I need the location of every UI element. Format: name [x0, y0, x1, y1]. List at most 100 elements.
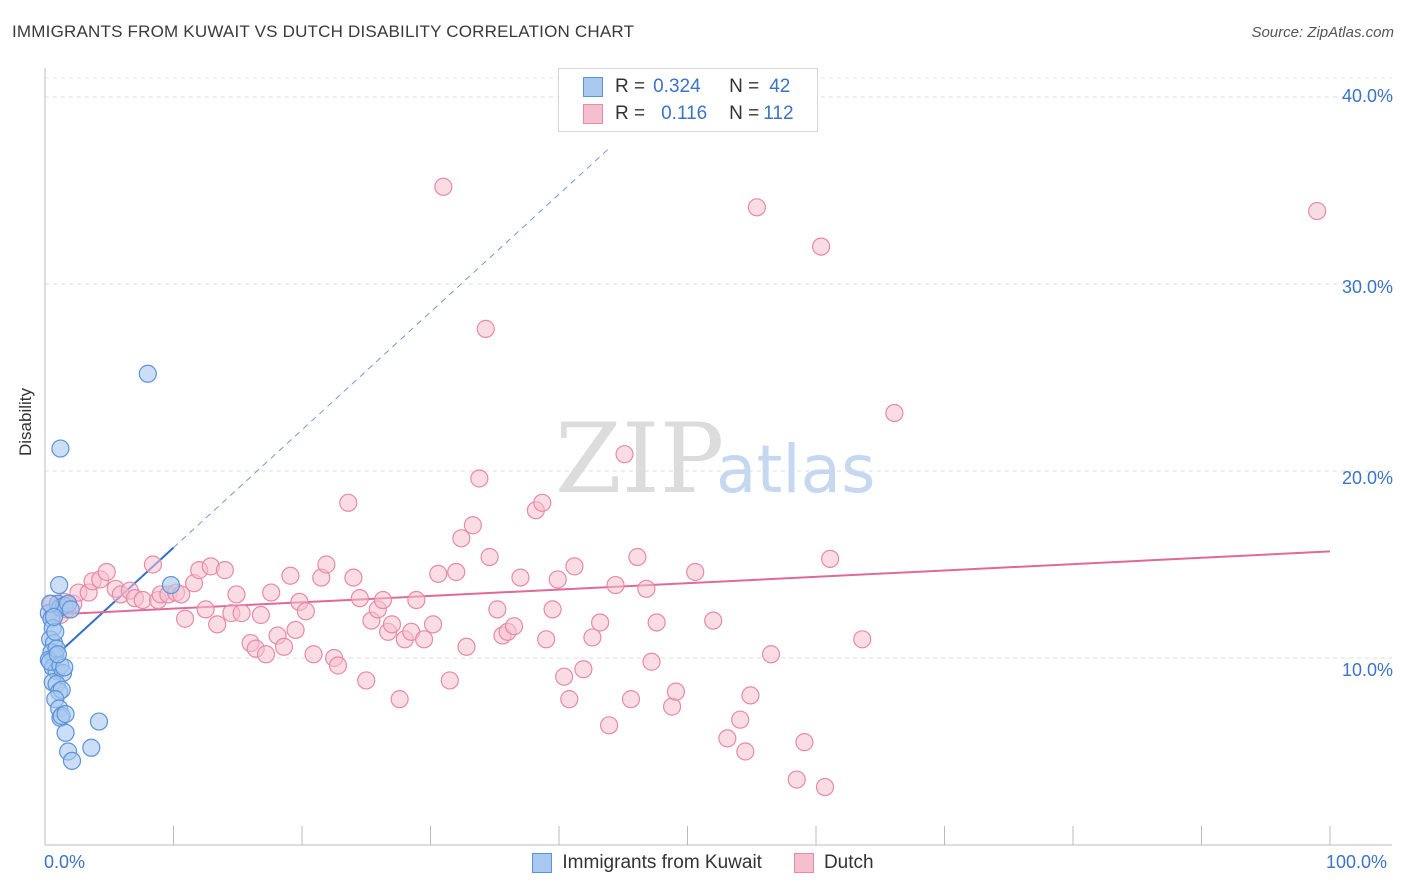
dutch-point — [647, 613, 666, 632]
watermark-zip: ZIP — [555, 403, 724, 515]
dutch-point — [357, 671, 376, 690]
dutch-point — [390, 690, 409, 709]
legend-item-kuwait[interactable]: Immigrants from Kuwait — [532, 852, 762, 874]
kuwait-point — [48, 645, 67, 664]
dutch-point — [600, 716, 619, 735]
dutch-point — [815, 777, 835, 797]
dutch-point — [642, 652, 661, 671]
dutch-point — [373, 590, 393, 610]
dutch-point — [434, 177, 453, 196]
dutch-point — [560, 690, 579, 709]
dutch-swatch — [583, 104, 603, 124]
legend-row-dutch: R = 0.116 N = 112 — [583, 102, 794, 126]
kuwait-point — [82, 738, 101, 757]
kuwait-point — [46, 622, 65, 641]
dutch-point — [741, 686, 760, 705]
dutch-point — [452, 529, 471, 548]
kuwait-point — [61, 600, 80, 619]
dutch-point — [286, 620, 305, 640]
dutch-point — [488, 600, 507, 619]
r-value: 0.324 — [653, 76, 701, 97]
r-label: R = — [615, 103, 646, 124]
dutch-point — [429, 564, 448, 583]
dutch-point — [761, 645, 781, 664]
kuwait-point — [161, 575, 181, 595]
kuwait-point — [89, 712, 109, 731]
dutch-point — [227, 585, 246, 604]
dutch-point — [628, 547, 647, 567]
dutch-point — [747, 198, 766, 217]
series-legend: Immigrants from Kuwait Dutch — [0, 852, 1406, 874]
dutch-trend-line — [44, 550, 1331, 616]
dutch-point — [133, 590, 152, 610]
dutch-point — [304, 645, 323, 664]
dutch-point — [296, 602, 315, 621]
dutch-point — [621, 690, 641, 709]
dutch-point — [382, 615, 402, 634]
dutch-point — [208, 615, 227, 634]
dutch-point — [591, 613, 610, 632]
y-tick-label: 40.0% — [1341, 86, 1393, 106]
y-axis-label: Disability — [16, 387, 35, 456]
dutch-point — [731, 710, 750, 729]
dutch-point — [281, 566, 300, 585]
chart-title: IMMIGRANTS FROM KUWAIT VS DUTCH DISABILI… — [12, 22, 635, 41]
n-label: N = — [729, 103, 760, 124]
legend-item-dutch[interactable]: Dutch — [793, 852, 874, 874]
grid — [45, 77, 1392, 659]
dutch-point — [463, 516, 483, 535]
dutch-point — [787, 770, 806, 789]
dutch-point — [574, 660, 593, 679]
dutch-point — [232, 604, 251, 623]
dutch-point — [476, 319, 495, 338]
dutch-point — [350, 589, 369, 608]
dutch-point — [615, 445, 634, 464]
kuwait-trend-extension — [173, 146, 611, 549]
dutch-point — [440, 671, 459, 690]
dutch-point — [256, 645, 276, 664]
n-value: 112 — [763, 103, 794, 124]
dutch-point — [511, 568, 530, 587]
dutch-point — [637, 579, 656, 598]
x-tick-label: 100.0% — [1326, 852, 1388, 872]
watermark: ZIP atlas — [555, 403, 876, 515]
dutch-point — [274, 637, 294, 656]
dutch-point — [565, 557, 584, 576]
kuwait-point — [62, 751, 82, 770]
dutch-point — [344, 568, 363, 587]
dutch-point — [504, 617, 524, 636]
dutch-point — [736, 742, 755, 761]
dutch-point — [1308, 201, 1327, 221]
dutch-point — [317, 555, 336, 574]
dutch-point — [262, 583, 281, 602]
kuwait-points — [39, 364, 181, 770]
dutch-point — [666, 682, 686, 701]
dutch-point — [885, 403, 904, 423]
dutch-point — [704, 611, 723, 630]
axes — [44, 68, 1392, 846]
dutch-point — [251, 605, 270, 625]
r-value: 0.116 — [661, 103, 708, 124]
dutch-point — [447, 562, 466, 582]
kuwait-point — [56, 704, 75, 724]
dutch-point — [555, 667, 574, 686]
x-tick-label: 0.0% — [44, 852, 86, 872]
dutch-point — [606, 575, 625, 595]
dutch-point — [457, 637, 476, 656]
dutch-points — [42, 177, 1327, 797]
dutch-point — [480, 547, 499, 567]
n-label: N = — [729, 76, 760, 97]
dutch-legend-swatch — [793, 853, 814, 873]
legend-label-dutch: Dutch — [823, 852, 874, 873]
kuwait-point — [138, 364, 157, 383]
correlation-legend: R = 0.324 N = 42 R = 0.116 N = 112 — [558, 68, 818, 132]
dutch-point — [407, 590, 426, 610]
kuwait-point — [44, 607, 64, 626]
legend-row-kuwait: R = 0.324 N = 42 — [583, 75, 790, 99]
dutch-point — [821, 549, 840, 568]
dutch-point — [423, 615, 443, 634]
dutch-point — [196, 600, 215, 619]
dutch-point — [686, 562, 705, 582]
kuwait-legend-swatch — [532, 853, 553, 873]
